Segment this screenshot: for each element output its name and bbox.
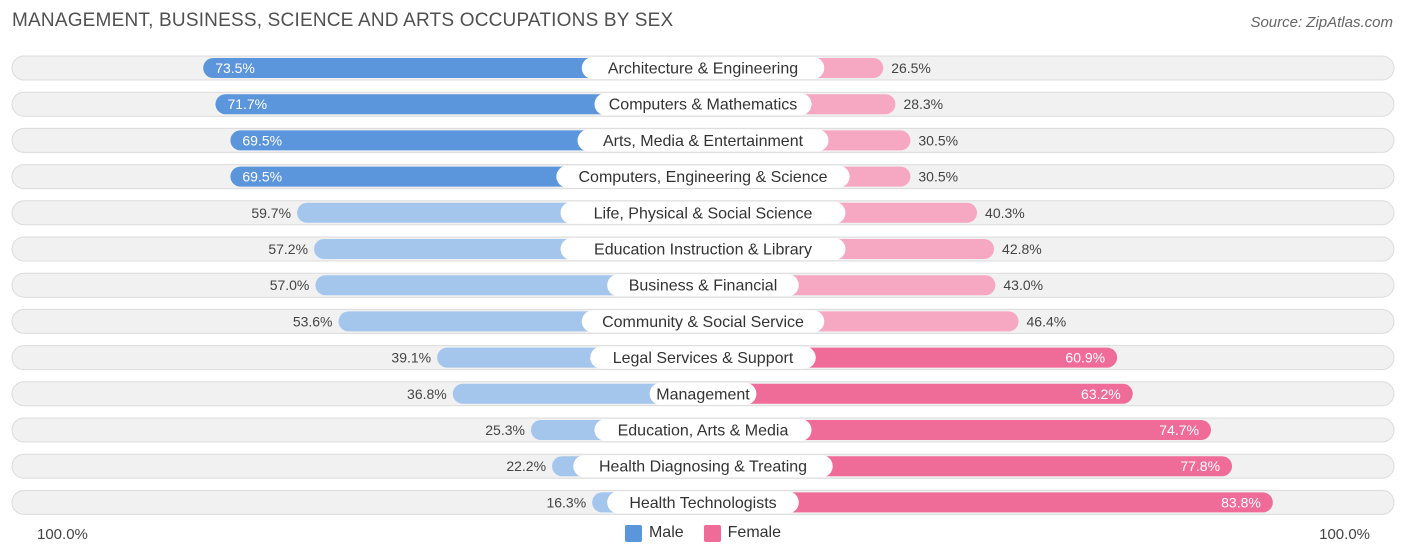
legend: Male Female	[0, 524, 1406, 542]
female-value-label: 43.0%	[1003, 277, 1043, 293]
female-value-label: 30.5%	[918, 132, 958, 148]
category-label: Architecture & Engineering	[608, 61, 798, 78]
category-label: Community & Social Service	[602, 314, 804, 331]
female-bar	[703, 456, 1233, 477]
legend-label-female: Female	[727, 524, 782, 541]
category-label: Business & Financial	[629, 278, 778, 295]
male-value-label: 59.7%	[251, 205, 291, 221]
female-bar	[703, 420, 1211, 440]
male-value-label: 73.5%	[215, 60, 255, 76]
female-value-label: 42.8%	[1002, 241, 1042, 257]
male-value-label: 22.2%	[506, 458, 546, 474]
chart-title: MANAGEMENT, BUSINESS, SCIENCE AND ARTS O…	[12, 10, 674, 31]
male-value-label: 57.0%	[270, 277, 310, 293]
female-value-label: 46.4%	[1027, 313, 1067, 329]
legend-item-female: Female	[703, 524, 782, 542]
category-pill	[581, 57, 825, 79]
category-label: Management	[656, 386, 750, 403]
female-value-label: 60.9%	[1065, 350, 1105, 366]
female-value-label: 40.3%	[985, 205, 1025, 221]
category-pill	[581, 310, 825, 333]
category-label: Education, Arts & Media	[618, 423, 789, 440]
female-value-label: 77.8%	[1180, 458, 1220, 474]
category-label: Legal Services & Support	[613, 350, 794, 367]
axis-left-label: 100.0%	[37, 526, 88, 543]
legend-label-male: Male	[648, 524, 684, 541]
legend-swatch-female	[703, 524, 721, 542]
male-value-label: 69.5%	[242, 132, 282, 148]
legend-swatch-male	[624, 524, 642, 542]
male-value-label: 39.1%	[391, 350, 431, 366]
male-value-label: 16.3%	[546, 494, 586, 510]
legend-item-male: Male	[624, 524, 684, 542]
category-label: Health Technologists	[629, 495, 776, 512]
category-pill	[590, 346, 816, 369]
female-value-label: 28.3%	[903, 96, 943, 112]
male-bar	[452, 383, 703, 404]
category-label: Health Diagnosing & Treating	[599, 459, 807, 476]
category-pill	[577, 129, 829, 152]
category-pill	[560, 201, 846, 224]
male-value-label: 36.8%	[407, 386, 447, 402]
male-value-label: 25.3%	[485, 422, 525, 438]
category-label: Life, Physical & Social Science	[594, 205, 813, 222]
category-label: Computers & Mathematics	[609, 97, 798, 114]
category-label: Education Instruction & Library	[594, 242, 812, 259]
male-bar	[215, 94, 703, 115]
category-label: Computers, Engineering & Science	[578, 169, 827, 186]
female-value-label: 63.2%	[1081, 386, 1121, 402]
category-pill	[607, 491, 799, 514]
female-bar	[703, 383, 1133, 404]
male-bar	[203, 58, 703, 78]
category-label: Arts, Media & Entertainment	[603, 133, 804, 150]
female-value-label: 26.5%	[891, 60, 931, 76]
male-value-label: 71.7%	[227, 96, 267, 112]
category-pill	[573, 455, 833, 478]
male-value-label: 69.5%	[242, 169, 282, 185]
male-value-label: 53.6%	[293, 313, 333, 329]
female-bar	[703, 492, 1273, 513]
diverging-bar-chart: 73.5% 26.5% Architecture & Engineering 71.7…	[11, 55, 1395, 515]
category-pill	[556, 165, 850, 188]
category-pill	[560, 238, 846, 260]
female-value-label: 83.8%	[1221, 494, 1261, 510]
axis-right-label: 100.0%	[1319, 526, 1370, 543]
category-pill	[649, 382, 757, 405]
male-value-label: 57.2%	[268, 241, 308, 257]
male-bar	[315, 275, 703, 296]
female-value-label: 74.7%	[1159, 422, 1199, 438]
female-value-label: 30.5%	[918, 169, 958, 185]
category-pill	[607, 274, 799, 297]
source-credit: Source: ZipAtlas.com	[1250, 14, 1393, 31]
category-pill	[594, 93, 812, 116]
category-pill	[594, 419, 812, 441]
